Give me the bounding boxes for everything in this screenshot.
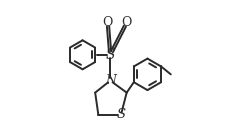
- Text: O: O: [103, 16, 113, 29]
- Text: O: O: [121, 16, 132, 29]
- Text: N: N: [105, 74, 116, 87]
- Text: S: S: [116, 108, 126, 121]
- Text: S: S: [106, 48, 115, 62]
